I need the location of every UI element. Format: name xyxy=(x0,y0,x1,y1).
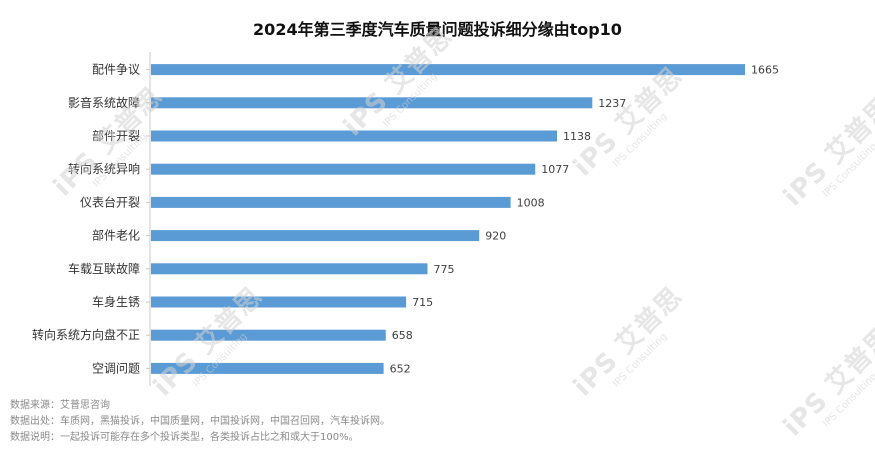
value-label: 775 xyxy=(433,263,454,276)
value-label: 1077 xyxy=(541,163,569,176)
category-label: 空调问题 xyxy=(92,361,140,375)
note-origin: 数据出处：车质网，黑猫投诉，中国质量网，中国投诉网，中国召回网，汽车投诉网。 xyxy=(10,416,390,427)
bar xyxy=(151,130,557,142)
bar xyxy=(151,230,480,242)
bar xyxy=(151,362,384,374)
value-label: 652 xyxy=(390,362,411,375)
category-label: 车身生锈 xyxy=(92,294,140,309)
note-source: 数据来源：艾普思咨询 xyxy=(10,400,110,411)
bar xyxy=(151,97,593,109)
category-label: 转向系统异响 xyxy=(68,161,140,176)
category-label: 部件开裂 xyxy=(92,128,140,143)
bar xyxy=(151,263,428,275)
category-label: 配件争议 xyxy=(92,63,140,77)
category-label: 转向系统方向盘不正 xyxy=(32,327,140,342)
bar xyxy=(151,64,745,76)
bars-layer: 配件争议 1665 影音系统故障 1237 部件开裂 1138 转向系统异响 1077 仪表台开… xyxy=(32,63,779,376)
bar xyxy=(151,163,536,175)
category-label: 部件老化 xyxy=(92,228,140,243)
category-label: 仪表台开裂 xyxy=(80,194,140,209)
value-label: 1008 xyxy=(517,196,545,209)
category-label: 影音系统故障 xyxy=(68,95,140,110)
value-label: 1138 xyxy=(563,130,591,143)
value-label: 658 xyxy=(392,329,413,342)
value-label: 715 xyxy=(412,296,433,309)
value-label: 1665 xyxy=(751,64,779,77)
value-label: 920 xyxy=(485,230,506,243)
bar xyxy=(151,329,386,341)
footnotes: 数据来源：艾普思咨询 数据出处：车质网，黑猫投诉，中国质量网，中国投诉网，中国召… xyxy=(10,398,390,446)
category-label: 车载互联故障 xyxy=(68,261,140,276)
chart-title: 2024年第三季度汽车质量问题投诉细分缘由top10 xyxy=(253,20,622,39)
note-explain: 数据说明：一起投诉可能存在多个投诉类型，各类投诉占比之和或大于100%。 xyxy=(10,432,359,443)
bar xyxy=(151,196,511,208)
bar xyxy=(151,296,407,308)
value-label: 1237 xyxy=(598,97,626,110)
